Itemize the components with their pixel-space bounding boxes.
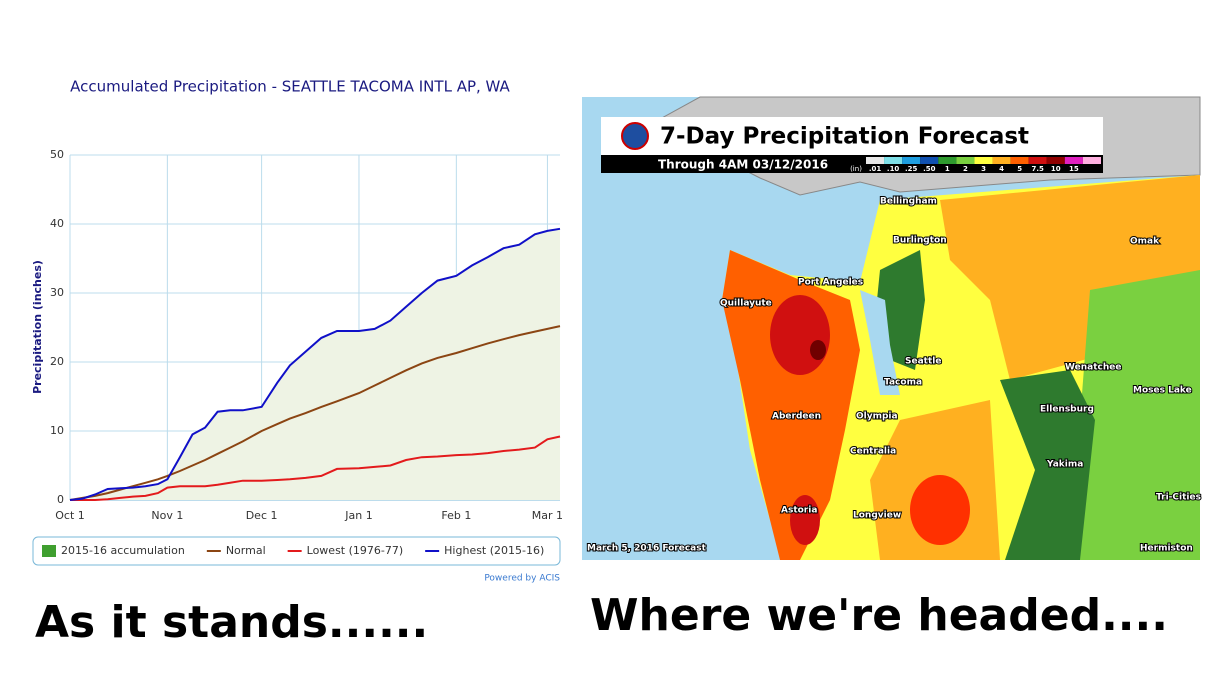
x-tick-label: Nov 1: [151, 509, 183, 522]
map-units: (in): [850, 165, 862, 173]
map-legend-label: .50: [923, 165, 936, 173]
line: [69, 325, 561, 501]
area: [70, 228, 560, 501]
x-tick-label: Jan 1: [344, 509, 372, 522]
map-legend-swatch: [902, 157, 921, 164]
legend-label: Lowest (1976-77): [307, 544, 404, 557]
precip-chart: Accumulated Precipitation - SEATTLE TACO…: [31, 78, 563, 584]
line: [70, 435, 561, 501]
city-label: Seattle: [905, 357, 941, 367]
map-legend-label: 15: [1069, 165, 1079, 173]
rain-core: [910, 475, 970, 545]
map-legend-label: 5: [1017, 165, 1022, 173]
puget-sound: [860, 290, 900, 395]
x-tick-label: Oct 1: [55, 509, 85, 522]
city-label: Omak: [1130, 237, 1160, 247]
map-title: 7-Day Precipitation Forecast: [660, 124, 1029, 150]
y-tick-label: 10: [50, 424, 64, 437]
rain-core: [770, 295, 830, 375]
map-header: [601, 117, 1103, 155]
rain-core: [790, 495, 820, 545]
city-label: Longview: [853, 511, 901, 521]
map-legend-label: .25: [905, 165, 918, 173]
legend-swatch: [42, 545, 56, 557]
map-legend-label: 7.5: [1032, 165, 1045, 173]
city-label: Hermiston: [1140, 544, 1193, 554]
legend-label: Highest (2015-16): [444, 544, 544, 557]
y-tick-label: 50: [50, 148, 64, 161]
map-legend-label: 4: [999, 165, 1004, 173]
map-legend-swatch: [956, 157, 975, 164]
east-dark-green: [1000, 370, 1095, 560]
x-tick-label: Dec 1: [246, 509, 278, 522]
y-tick-label: 30: [50, 286, 64, 299]
city-label: Bellingham: [880, 197, 937, 207]
map-legend-swatch: [1082, 157, 1101, 164]
credit: Powered by ACIS: [484, 574, 560, 584]
y-tick-label: 0: [57, 493, 64, 506]
map-legend-label: 10: [1051, 165, 1061, 173]
nws-logo: [621, 122, 649, 150]
map-legend-swatch: [920, 157, 939, 164]
city-label: Olympia: [856, 412, 898, 422]
map-subtitle: Through 4AM 03/12/2016: [658, 158, 828, 172]
caption-right: Where we're headed....: [590, 590, 1168, 641]
legend-label: 2015-16 accumulation: [61, 544, 185, 557]
rain-core: [810, 340, 826, 360]
city-label: Ellensburg: [1040, 405, 1094, 415]
chart-title: Accumulated Precipitation - SEATTLE TACO…: [70, 78, 510, 96]
map-legend-swatch: [1010, 157, 1029, 164]
map-legend-label: 2: [963, 165, 968, 173]
city-label: Centralia: [850, 447, 896, 457]
map-legend-label: 3: [981, 165, 986, 173]
y-tick-label: 40: [50, 217, 64, 230]
x-tick-label: Mar 1: [532, 509, 563, 522]
city-label: Quillayute: [720, 299, 772, 309]
city-label: Yakima: [1046, 460, 1083, 470]
map-footer: March 5, 2016 Forecast: [587, 544, 707, 554]
city-label: Burlington: [893, 236, 947, 246]
map-legend-swatch: [938, 157, 957, 164]
city-label: Astoria: [781, 506, 817, 516]
city-label: Moses Lake: [1133, 386, 1192, 396]
city-label: Wenatchee: [1065, 363, 1121, 373]
map-legend-swatch: [992, 157, 1011, 164]
map-legend-label: .10: [887, 165, 900, 173]
city-label: Tacoma: [884, 378, 922, 388]
y-axis-label: Precipitation (inches): [31, 260, 44, 394]
map-legend-label: 1: [945, 165, 950, 173]
map-legend-swatch: [1064, 157, 1083, 164]
line: [69, 227, 561, 501]
city-label: Port Angeles: [798, 278, 863, 288]
y-tick-label: 20: [50, 355, 64, 368]
precip-map: 7-Day Precipitation Forecast Through 4AM…: [582, 96, 1202, 560]
east-green: [1080, 270, 1200, 560]
legend-label: Normal: [226, 544, 266, 557]
map-legend-swatch: [1046, 157, 1065, 164]
x-tick-label: Feb 1: [441, 509, 471, 522]
caption-left: As it stands......: [35, 597, 428, 648]
map-legend-swatch: [884, 157, 903, 164]
plot-area: 0 10 20 30 40 50 Oct 1 Nov 1 Dec 1 Jan 1 Feb 1 Mar …: [50, 148, 563, 522]
city-label: Tri-Cities: [1156, 493, 1201, 503]
map-legend-swatch: [974, 157, 993, 164]
map-legend-swatch: [1028, 157, 1047, 164]
city-label: Aberdeen: [772, 412, 821, 422]
map-legend-label: .01: [869, 165, 882, 173]
map-legend-swatch: [866, 157, 885, 164]
